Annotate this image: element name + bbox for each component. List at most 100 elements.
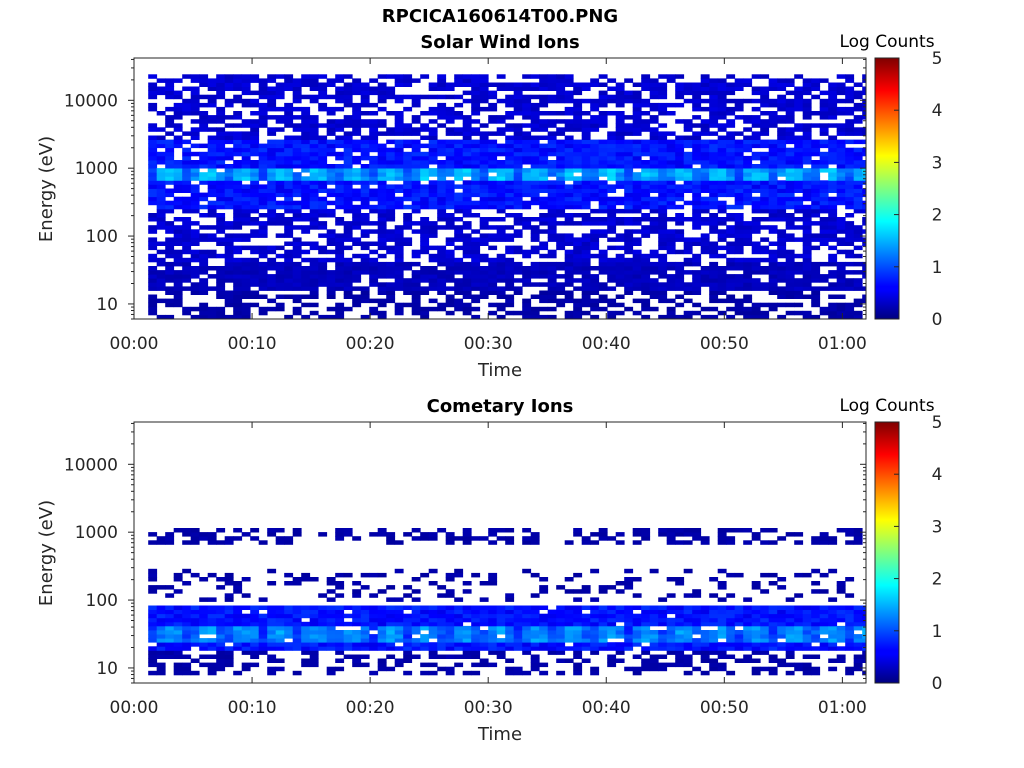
spectrogram-cell — [420, 74, 430, 79]
spectrogram-cell — [632, 131, 642, 136]
spectrogram-cell — [471, 266, 481, 271]
spectrogram-cell — [683, 654, 693, 659]
spectrogram-cell — [777, 274, 787, 279]
spectrogram-cell — [190, 208, 200, 214]
spectrogram-cell — [564, 249, 574, 255]
spectrogram-cell — [564, 164, 574, 169]
spectrogram-cell — [343, 82, 353, 87]
spectrogram-cell — [148, 102, 158, 108]
spectrogram-cell — [777, 208, 787, 214]
spectrogram-cell — [607, 225, 617, 230]
spectrogram-cell — [207, 147, 217, 153]
spectrogram-cell — [573, 245, 583, 251]
spectrogram-cell — [666, 196, 676, 202]
spectrogram-cell — [709, 143, 719, 149]
spectrogram-cell — [717, 160, 727, 165]
spectrogram-cell — [182, 221, 192, 226]
spectrogram-cell — [530, 147, 540, 153]
spectrogram-cell — [632, 204, 642, 210]
spectrogram-cell — [241, 302, 251, 308]
spectrogram-cell — [564, 253, 574, 259]
spectrogram-cell — [148, 86, 158, 91]
spectrogram-cell — [564, 609, 574, 615]
spectrogram-cell — [258, 94, 268, 100]
spectrogram-cell — [199, 605, 209, 610]
spectrogram-cell — [471, 188, 481, 193]
spectrogram-cell — [207, 188, 217, 193]
spectrogram-cell — [224, 249, 234, 255]
spectrogram-cell — [165, 286, 175, 291]
spectrogram-cell — [360, 94, 370, 100]
spectrogram-cell — [224, 147, 234, 153]
spectrogram-cell — [768, 241, 778, 246]
spectrogram-cell — [658, 646, 668, 651]
spectrogram-cell — [641, 111, 651, 116]
spectrogram-cell — [386, 237, 396, 242]
spectrogram-cell — [692, 208, 702, 214]
spectrogram-cell — [581, 123, 591, 128]
spectrogram-cell — [734, 151, 744, 157]
spectrogram-cell — [224, 294, 234, 299]
spectrogram-cell — [343, 257, 353, 263]
spectrogram-cell — [496, 204, 506, 210]
spectrogram-cell — [522, 147, 532, 153]
spectrogram-cell — [258, 630, 268, 635]
spectrogram-cell — [785, 225, 795, 230]
spectrogram-cell — [403, 646, 413, 651]
spectrogram-cell — [556, 208, 566, 214]
spectrogram-cell — [539, 605, 549, 610]
spectrogram-cell — [190, 536, 200, 541]
spectrogram-cell — [292, 630, 302, 635]
spectrogram-cell — [386, 274, 396, 279]
spectrogram-cell — [335, 253, 345, 259]
spectrogram-cell — [173, 217, 183, 222]
spectrogram-cell — [318, 233, 328, 238]
spectrogram-cell — [369, 298, 379, 304]
spectrogram-cell — [377, 131, 387, 136]
spectrogram-cell — [267, 261, 277, 267]
spectrogram-cell — [658, 282, 668, 287]
spectrogram-cell — [309, 143, 319, 149]
spectrogram-cell — [224, 650, 234, 655]
spectrogram-cell — [641, 143, 651, 149]
spectrogram-cell — [377, 261, 387, 267]
spectrogram-cell — [641, 176, 651, 181]
spectrogram-cell — [411, 172, 421, 177]
spectrogram-cell — [598, 536, 608, 541]
spectrogram-cell — [258, 650, 268, 655]
spectrogram-cell — [828, 213, 838, 218]
spectrogram-cell — [224, 274, 234, 279]
spectrogram-cell — [386, 290, 396, 295]
spectrogram-cell — [292, 634, 302, 639]
spectrogram-cell — [768, 172, 778, 177]
spectrogram-cell — [479, 90, 489, 96]
spectrogram-cell — [530, 217, 540, 222]
spectrogram-cell — [598, 625, 608, 631]
spectrogram-cell — [862, 229, 866, 234]
spectrogram-cell — [454, 630, 464, 635]
spectrogram-cell — [173, 176, 183, 181]
spectrogram-cell — [581, 638, 591, 643]
spectrogram-cell — [199, 642, 209, 647]
spectrogram-cell — [675, 286, 685, 291]
spectrogram-cell — [811, 164, 821, 169]
spectrogram-cell — [556, 213, 566, 218]
spectrogram-cell — [828, 217, 838, 222]
spectrogram-cell — [709, 245, 719, 251]
spectrogram-cell — [666, 266, 676, 271]
spectrogram-cell — [377, 646, 387, 651]
spectrogram-cell — [428, 151, 438, 157]
spectrogram-cell — [785, 115, 795, 120]
spectrogram-cell — [420, 151, 430, 157]
spectrogram-cell — [632, 654, 642, 659]
spectrogram-cell — [360, 613, 370, 619]
spectrogram-cell — [624, 617, 634, 623]
spectrogram-cell — [768, 249, 778, 255]
spectrogram-cell — [675, 605, 685, 610]
spectrogram-cell — [411, 609, 421, 615]
spectrogram-cell — [794, 164, 804, 169]
spectrogram-cell — [445, 241, 455, 246]
spectrogram-cell — [292, 274, 302, 279]
spectrogram-cell — [488, 119, 498, 124]
spectrogram-cell — [853, 286, 863, 291]
